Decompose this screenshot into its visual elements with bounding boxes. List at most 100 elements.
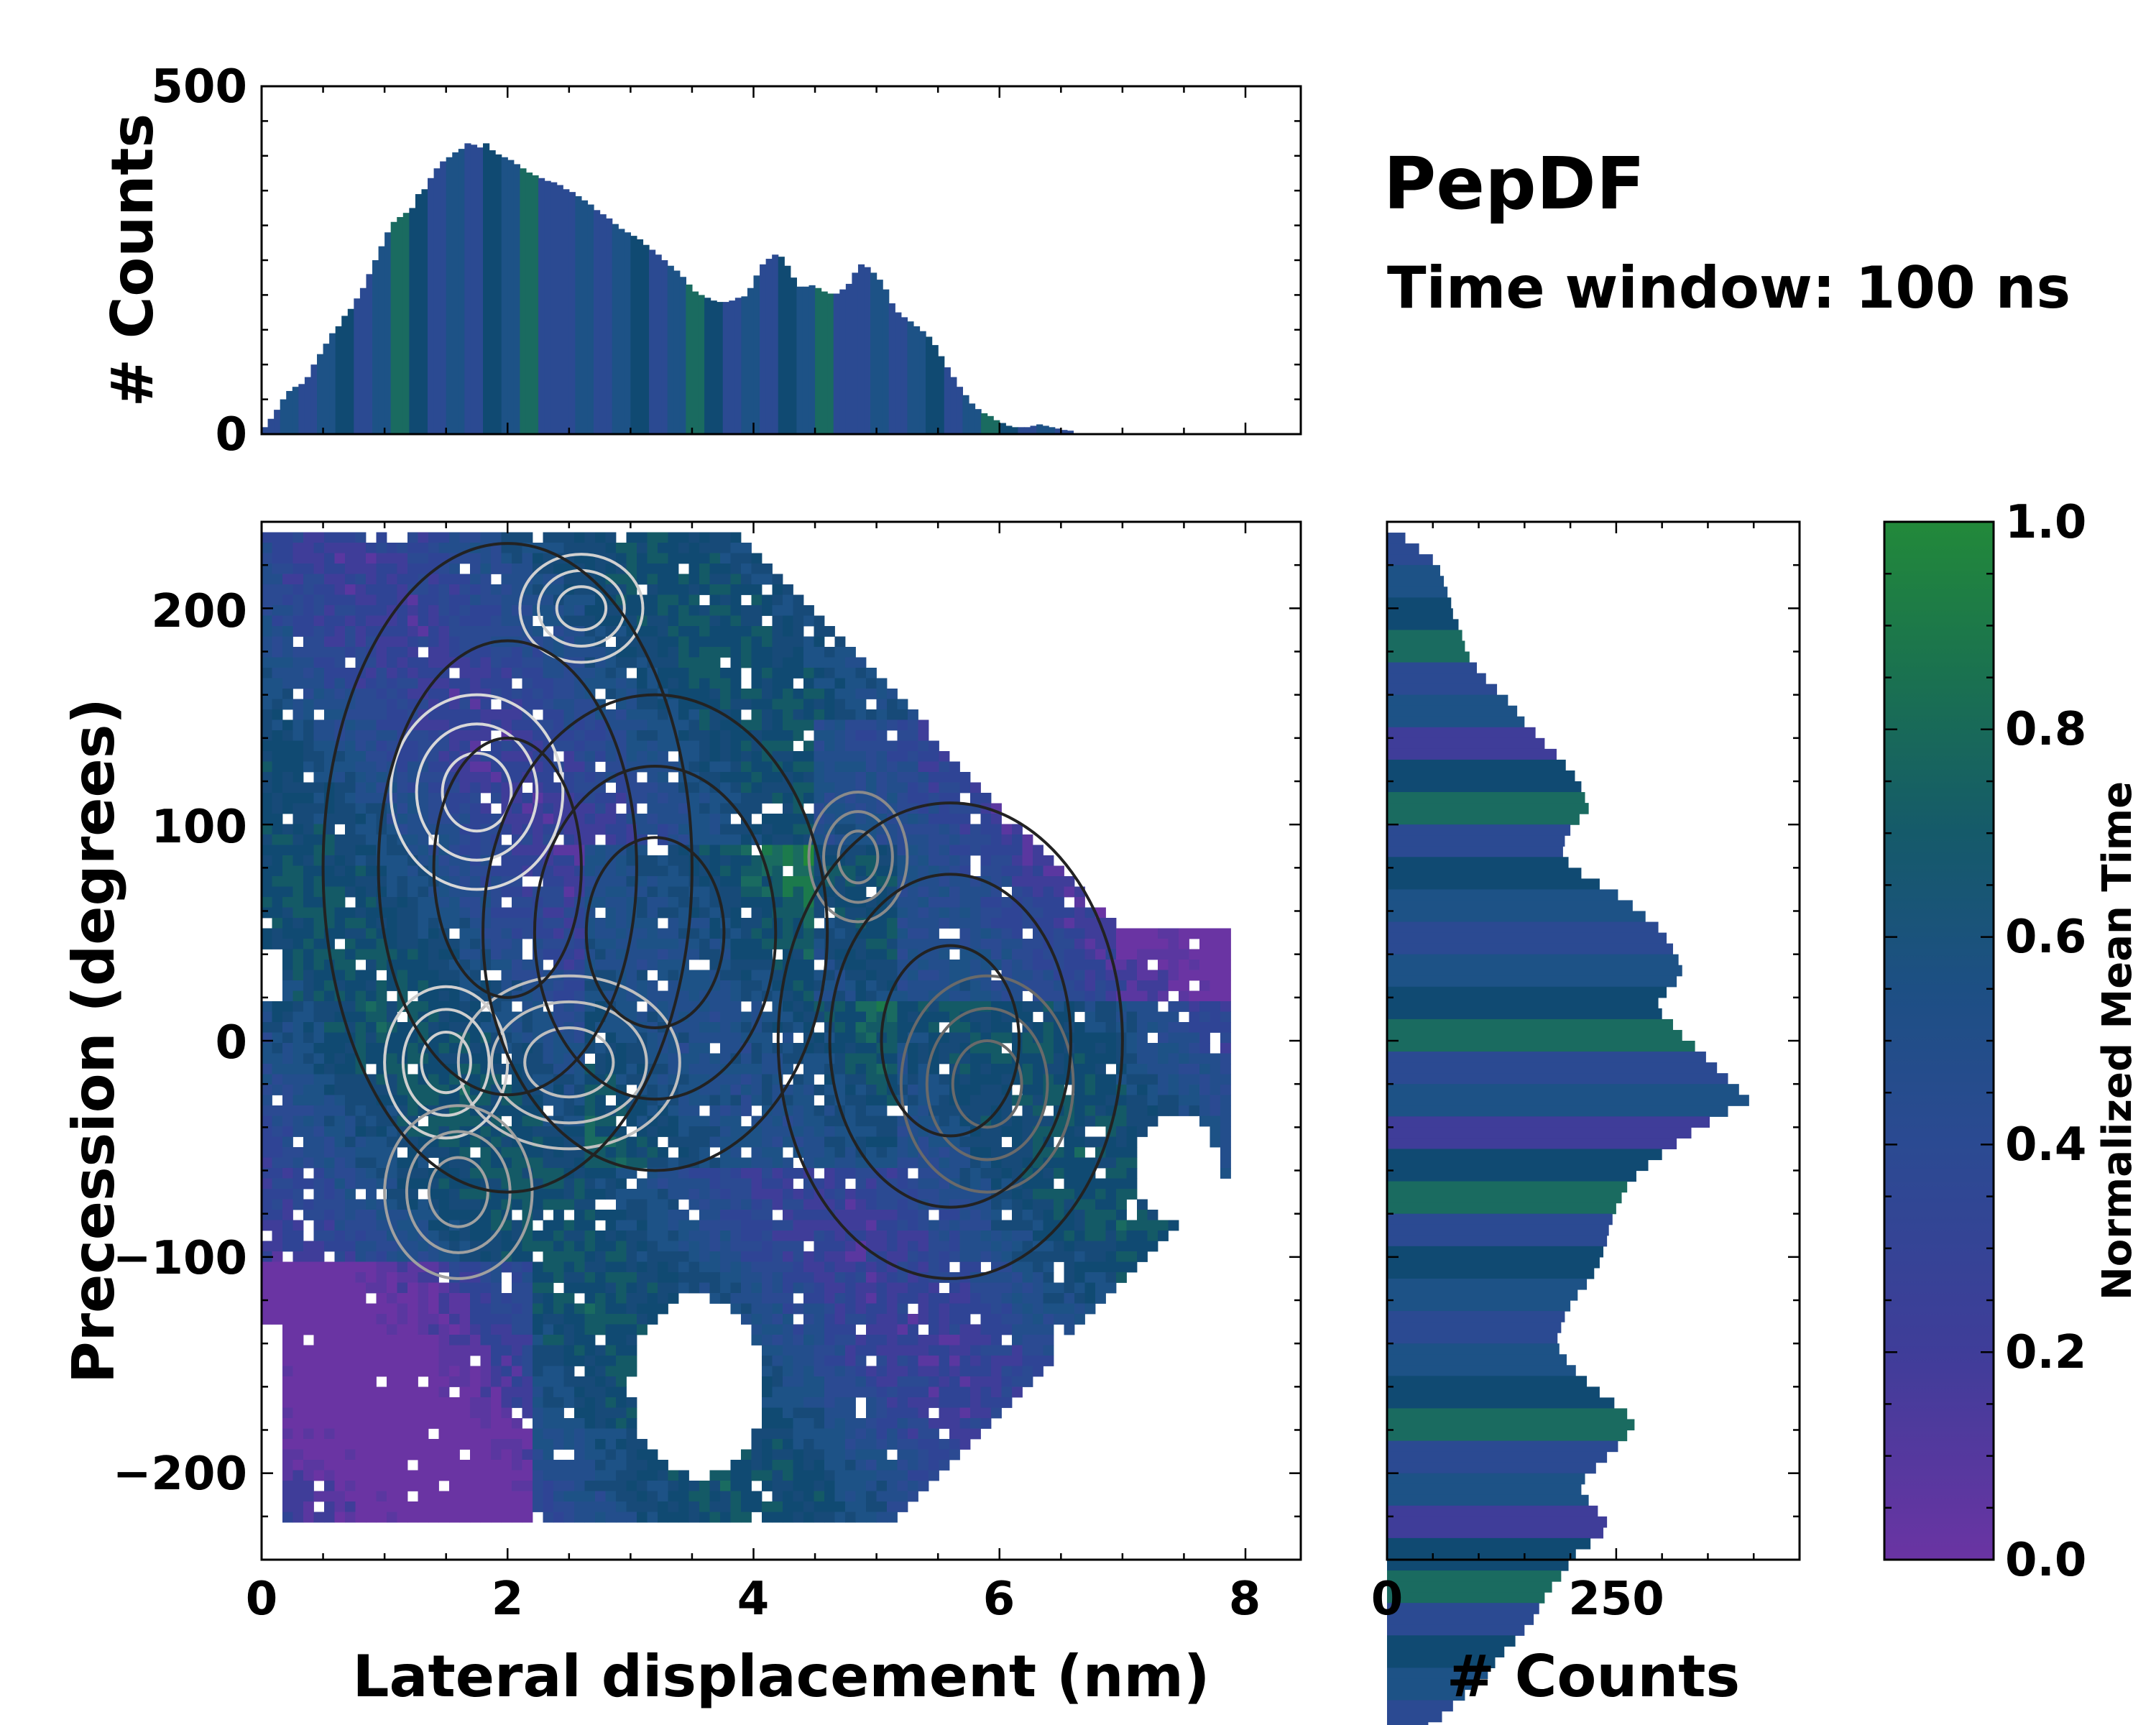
heatmap-cell [616,1386,627,1398]
heatmap-cell [366,876,377,887]
heatmap-cell [803,657,814,668]
heatmap-cell [522,1397,533,1408]
heatmap-cell [563,1386,575,1398]
heatmap-cell [647,960,658,970]
heatmap-cell [772,1105,783,1116]
heatmap-cell [313,918,325,929]
heatmap-cell [303,668,314,678]
heatmap-cell [303,1043,314,1054]
heatmap-cell [730,636,742,648]
heatmap-cell [491,1293,502,1304]
heatmap-cell [366,657,377,668]
heatmap-cell [449,834,460,845]
heatmap-cell [533,845,543,856]
heatmap-cell [605,949,617,960]
heatmap-cell [616,1022,627,1033]
heatmap-cell [814,1293,825,1304]
heatmap-cell [334,626,346,637]
heatmap-cell [355,1220,367,1231]
heatmap-cell [668,594,679,606]
heatmap-cell [626,1261,637,1273]
heatmap-cell [793,1022,804,1033]
heatmap-cell [334,949,346,960]
top-histogram-bar [384,232,392,434]
heatmap-cell [345,594,356,606]
heatmap-cell [543,689,554,699]
heatmap-cell [292,803,304,814]
heatmap-cell [720,1022,731,1033]
heatmap-cell [449,939,460,949]
heatmap-cell [407,814,418,824]
heatmap-cell [387,1449,397,1460]
heatmap-cell [793,657,804,668]
heatmap-cell [616,678,627,689]
heatmap-cell [428,594,439,606]
heatmap-cell [272,719,283,731]
heatmap-cell [668,626,679,637]
heatmap-cell [824,1126,835,1137]
heatmap-cell [783,1210,793,1220]
heatmap-cell [334,532,346,543]
heatmap-cell [303,1386,314,1398]
heatmap-cell [647,949,658,960]
heatmap-cell [605,824,617,835]
heatmap-cell [595,1460,606,1471]
heatmap-cell [459,615,471,627]
heatmap-cell [668,584,679,595]
heatmap-cell [751,1178,763,1190]
heatmap-cell [470,553,481,564]
heatmap-cell [355,897,367,908]
heatmap-cell [824,1356,835,1366]
heatmap-cell [793,1512,804,1523]
heatmap-cell [303,824,314,835]
heatmap-cell [355,1178,367,1190]
top-histogram-bar [1011,427,1019,434]
heatmap-cell [366,626,377,637]
heatmap-cell [501,719,512,731]
heatmap-cell [803,1491,814,1502]
heatmap-cell [668,740,679,752]
heatmap-cell [334,897,346,908]
heatmap-cell [647,605,658,616]
heatmap-cell [533,689,543,699]
heatmap-cell [553,939,564,949]
heatmap-cell [272,647,283,658]
heatmap-cell [605,918,617,929]
heatmap-cell [334,1407,346,1419]
heatmap-cell [762,1376,773,1387]
heatmap-cell [553,1241,564,1252]
heatmap-cell [709,1470,721,1481]
heatmap-cell [366,1210,377,1220]
top-histogram-bar [900,317,908,434]
heatmap-cell [574,1460,585,1471]
heatmap-cell [574,1470,585,1481]
heatmap-cell [668,543,679,553]
heatmap-cell [553,532,564,543]
heatmap-cell [376,699,387,710]
heatmap-cell [397,689,408,699]
heatmap-cell [355,1356,367,1366]
heatmap-cell [574,730,585,741]
heatmap-cell [334,709,346,720]
heatmap-cell [282,553,293,564]
heatmap-cell [730,1303,742,1315]
heatmap-cell [303,1136,314,1148]
heatmap-cell [824,1230,835,1241]
heatmap-cell [783,668,793,678]
heatmap-cell [824,1272,835,1283]
heatmap-cell [637,1439,648,1450]
heatmap-cell [814,1085,825,1095]
heatmap-cell [678,574,689,585]
heatmap-cell [730,761,742,773]
heatmap-cell [262,1011,272,1023]
heatmap-cell [459,834,471,845]
heatmap-cell [501,1345,512,1356]
heatmap-cell [658,615,668,627]
heatmap-cell [366,1303,377,1315]
heatmap-cell [449,605,460,616]
heatmap-cell [303,719,314,731]
heatmap-cell [637,1011,648,1023]
heatmap-cell [543,1147,554,1158]
heatmap-cell [762,1157,773,1169]
heatmap-cell [418,1397,429,1408]
